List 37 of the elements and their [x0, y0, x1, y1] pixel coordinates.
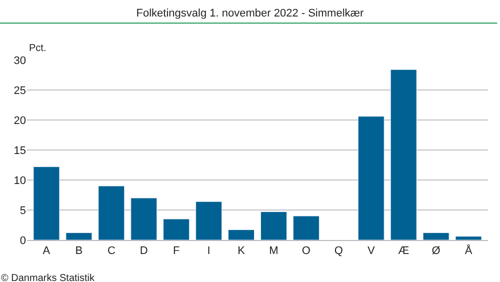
bar [130, 198, 158, 240]
x-tick-label: Å [464, 244, 473, 258]
bar [455, 236, 482, 240]
x-tick-label: Q [334, 245, 344, 258]
y-tick-label: 0 [20, 234, 26, 247]
y-tick-label: 15 [14, 144, 26, 157]
bar [98, 186, 125, 240]
y-tick-label: 10 [14, 174, 26, 187]
bar [422, 232, 450, 240]
bar [358, 116, 384, 240]
x-tick-label: A [42, 245, 51, 258]
y-tick-label: 25 [14, 84, 26, 97]
x-tick-label: O [302, 245, 311, 258]
x-tick-label: Ø [432, 245, 441, 258]
x-tick-label: Æ [398, 245, 410, 258]
y-tick-label: 20 [14, 114, 26, 127]
x-tick-label: V [367, 245, 376, 258]
bar [66, 232, 92, 240]
x-tick-label: F [172, 245, 180, 258]
y-tick-label: 5 [20, 204, 26, 217]
bar [390, 69, 417, 240]
y-axis-title: Pct. [29, 43, 46, 54]
chart-title: Folketingsvalg 1. november 2022 - Simmelkær [136, 8, 364, 20]
x-tick-label: C [107, 245, 116, 258]
bar [196, 201, 222, 240]
x-tick-label: D [140, 245, 148, 258]
x-tick-label: I [207, 245, 210, 258]
bar [260, 212, 287, 240]
x-tick-label: M [269, 245, 278, 258]
bar [163, 218, 190, 240]
y-tick-label: 30 [14, 54, 26, 67]
x-tick-label: B [75, 245, 83, 258]
x-tick-label: K [238, 245, 246, 258]
bar [33, 166, 60, 240]
bar [292, 216, 320, 240]
text: © Danmarks Statistik [1, 273, 96, 282]
bar [228, 230, 254, 240]
